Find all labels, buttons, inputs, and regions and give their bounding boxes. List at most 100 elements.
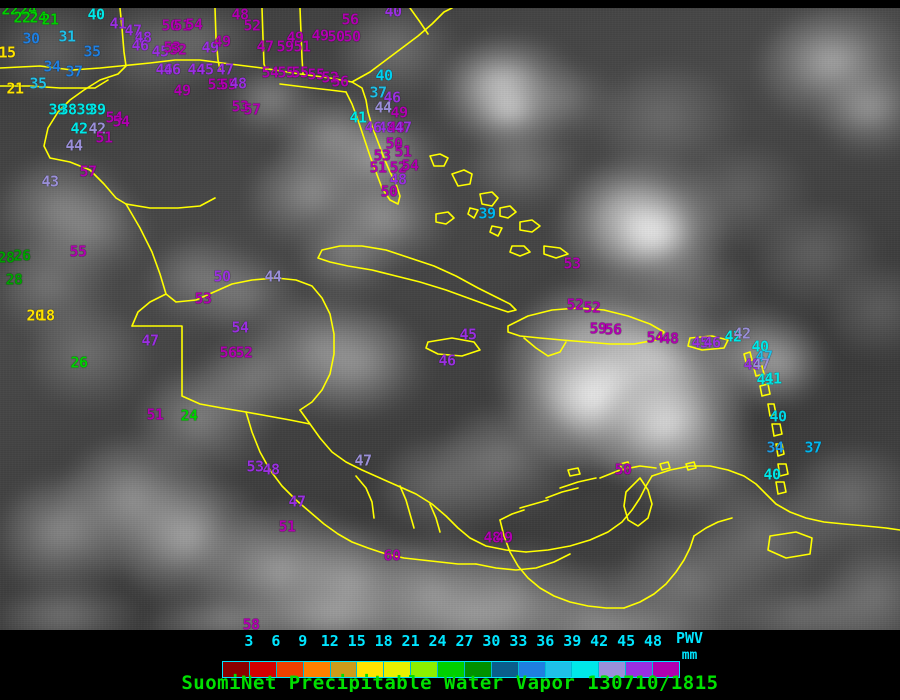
station-value: 48 — [661, 329, 679, 348]
station-value: 50 — [213, 267, 231, 286]
station-value: 40 — [87, 8, 105, 24]
cloud-blob — [400, 588, 570, 630]
cloud-blob — [790, 448, 900, 558]
station-value: 48 — [389, 170, 407, 189]
top-black-bar — [0, 0, 900, 8]
station-value: 46 — [438, 351, 456, 370]
station-value: 28 — [5, 270, 23, 289]
station-value: 47 — [124, 21, 142, 40]
colorbar[interactable] — [222, 661, 680, 678]
cloud-blob — [680, 148, 810, 248]
cloud-blob — [440, 408, 580, 518]
cloud-blob — [30, 308, 150, 408]
colorbar-tick-30: 30 — [482, 632, 501, 650]
station-value: 39 — [48, 100, 66, 119]
station-value: 53 — [207, 75, 225, 94]
cloud-blob — [0, 238, 110, 338]
station-value: 59 — [589, 319, 607, 338]
colorbar-tick-42: 42 — [590, 632, 609, 650]
colorbar-swatch-13 — [572, 662, 600, 677]
image-noise-overlay — [0, 8, 900, 630]
station-value: 46 — [703, 333, 721, 352]
station-value: 52 — [235, 343, 253, 362]
colorbar-tick-labels: 3 6 9 12 15 18 21 24 27 30 33 36 39 42 45 48 — [0, 632, 900, 652]
station-value: 48 — [743, 355, 761, 374]
colorbar-swatch-1 — [249, 662, 277, 677]
station-value: 39 — [76, 100, 94, 119]
station-value: 60 — [383, 546, 401, 565]
image-title: SuomiNet Precipitable Water Vapor 130710… — [181, 672, 719, 694]
colorbar-swatch-10 — [491, 662, 519, 677]
cloud-blob — [300, 318, 430, 418]
station-value: 47 — [288, 492, 306, 511]
station-value: 48 — [377, 118, 395, 137]
station-value: 40 — [763, 465, 781, 484]
station-value: 49 — [213, 32, 231, 51]
station-value: 54 — [105, 108, 123, 127]
station-value: 47 — [256, 37, 274, 56]
colorbar-tick-27: 27 — [455, 632, 474, 650]
station-value: 43 — [41, 172, 59, 191]
colorbar-swatch-9 — [464, 662, 492, 677]
station-value: 26 — [13, 246, 31, 265]
station-value: 44 — [264, 267, 282, 286]
station-value: 53 — [563, 254, 581, 273]
station-value: 39 — [88, 100, 106, 119]
station-value: 34 — [43, 57, 61, 76]
cloud-blob — [0, 588, 140, 630]
colorbar-swatch-5 — [357, 662, 385, 677]
station-value: 51 — [173, 16, 191, 35]
station-value: 57 — [243, 100, 261, 119]
station-value: 24 — [180, 406, 198, 425]
station-value: 51 — [278, 517, 296, 536]
colorbar-swatch-3 — [303, 662, 331, 677]
station-value: 49 — [311, 26, 329, 45]
station-value: 21 — [6, 79, 24, 98]
station-value: 40 — [384, 8, 402, 21]
station-value: 46 — [155, 60, 173, 79]
colorbar-swatch-16 — [653, 662, 679, 677]
station-value: 56 — [219, 343, 237, 362]
cloud-blob — [470, 128, 580, 208]
colorbar-tick-12: 12 — [320, 632, 339, 650]
station-value: 47 — [354, 451, 372, 470]
cloud-texture-layer — [0, 8, 900, 630]
station-value: 50 — [161, 16, 179, 35]
station-value: 51 — [394, 142, 412, 161]
station-value: 20 — [26, 306, 44, 325]
station-value: 53 — [194, 289, 212, 308]
station-value: 53 — [163, 38, 181, 57]
colorbar-swatch-14 — [599, 662, 627, 677]
cloud-blob — [150, 238, 260, 328]
station-value: 45 — [691, 333, 709, 352]
station-value: 39 — [478, 204, 496, 223]
station-value: 22 — [13, 8, 31, 27]
station-value: 28 — [0, 248, 15, 267]
colorbar-swatch-11 — [518, 662, 546, 677]
bottom-black-bar — [0, 692, 900, 700]
station-value: 21 — [41, 10, 59, 29]
station-value: 54 — [401, 156, 419, 175]
colorbar-swatch-2 — [276, 662, 304, 677]
station-value: 40 — [375, 66, 393, 85]
station-value: 52 — [321, 68, 339, 87]
station-value: 45 — [459, 325, 477, 344]
station-value: 55 — [69, 242, 87, 261]
station-value: 35 — [83, 42, 101, 61]
colorbar-swatch-4 — [330, 662, 358, 677]
station-value: 56 — [331, 72, 349, 91]
station-value: 48 — [134, 28, 152, 47]
pwv-unit-text: mm — [681, 648, 698, 663]
station-value: 42 — [733, 324, 751, 343]
station-value: 57 — [79, 162, 97, 181]
colorbar-tick-18: 18 — [374, 632, 393, 650]
station-value: 54 — [185, 15, 203, 34]
satellite-image: 22 24 22 24 21 30 31 15 34 37 35 21 35 39 38 39 39 42 42 44… — [0, 8, 900, 630]
colorbar-swatch-7 — [411, 662, 438, 677]
station-value: 48 — [262, 460, 280, 479]
cloud-blob — [620, 528, 770, 630]
cloud-blob — [760, 208, 880, 308]
station-value: 42 — [88, 119, 106, 138]
station-value: 50 — [327, 27, 345, 46]
station-value: 38 — [59, 100, 77, 119]
